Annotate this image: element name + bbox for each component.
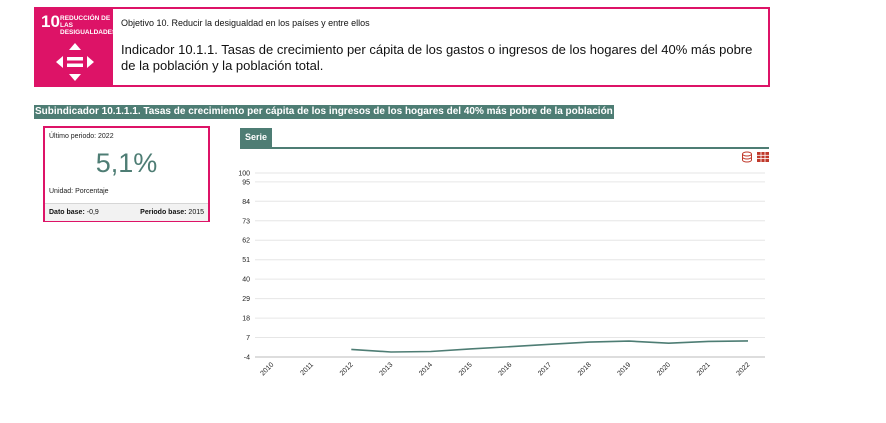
indicator-header: 10 REDUCCIÓN DE LAS DESIGUALDADES Objeti…	[34, 7, 770, 87]
y-tick-label: 18	[242, 316, 250, 323]
objective-text: Objetivo 10. Reducir la desigualdad en l…	[121, 18, 370, 28]
chart-tools	[742, 151, 769, 163]
x-tick-label: 2016	[497, 361, 513, 377]
y-tick-label: 40	[242, 277, 250, 284]
x-tick-label: 2015	[458, 361, 474, 377]
y-tick-label: 62	[242, 238, 250, 245]
x-tick-label: 2011	[299, 361, 315, 377]
goal-number: 10	[41, 12, 60, 31]
y-tick-label: 84	[242, 199, 250, 206]
x-tick-label: 2013	[378, 361, 394, 377]
last-period: Último periodo: 2022	[49, 133, 114, 140]
base-period: Periodo base: 2015	[140, 209, 204, 216]
y-tick-label: -4	[244, 355, 250, 362]
latest-value: 5,1%	[95, 148, 158, 178]
tab-underline	[240, 147, 769, 149]
goal-name: REDUCCIÓN DE LAS DESIGUALDADES	[60, 15, 117, 36]
base-value: Dato base: -0,9	[49, 209, 99, 216]
y-tick-label: 100	[238, 171, 250, 178]
indicator-title: Indicador 10.1.1. Tasas de crecimiento p…	[121, 42, 753, 73]
base-value-label: Dato base:	[49, 209, 85, 216]
table-icon[interactable]	[757, 152, 769, 162]
x-tick-label: 2018	[577, 361, 593, 377]
unit-label: Unidad: Porcentaje	[49, 188, 109, 195]
x-tick-label: 2020	[656, 361, 672, 377]
x-tick-label: 2021	[696, 361, 712, 377]
base-period-year: 2015	[188, 209, 204, 216]
database-icon[interactable]	[742, 151, 752, 163]
x-tick-label: 2017	[537, 361, 553, 377]
series-line	[351, 340, 749, 353]
card-footer: Dato base: -0,9 Periodo base: 2015	[45, 203, 208, 221]
x-tick-label: 2022	[735, 361, 751, 377]
y-tick-label: 29	[242, 296, 250, 303]
y-tick-label: 7	[246, 335, 250, 342]
equality-icon	[56, 43, 94, 81]
x-tick-label: 2019	[616, 361, 632, 377]
base-value-number: -0,9	[86, 209, 99, 216]
x-tick-label: 2014	[418, 361, 434, 377]
sdg-goal-logo: 10 REDUCCIÓN DE LAS DESIGUALDADES	[36, 9, 117, 87]
x-tick-label: 2012	[339, 361, 355, 377]
subindicator-title: Subindicador 10.1.1.1. Tasas de crecimie…	[34, 105, 614, 119]
y-tick-label: 95	[242, 179, 250, 186]
x-tick-label: 2010	[259, 361, 275, 377]
summary-card: Último periodo: 2022 5,1% Unidad: Porcen…	[43, 126, 210, 222]
base-period-label: Periodo base:	[140, 209, 187, 216]
y-tick-label: 73	[242, 218, 250, 225]
tab-serie[interactable]: Serie	[240, 128, 272, 147]
y-tick-label: 51	[242, 257, 250, 264]
